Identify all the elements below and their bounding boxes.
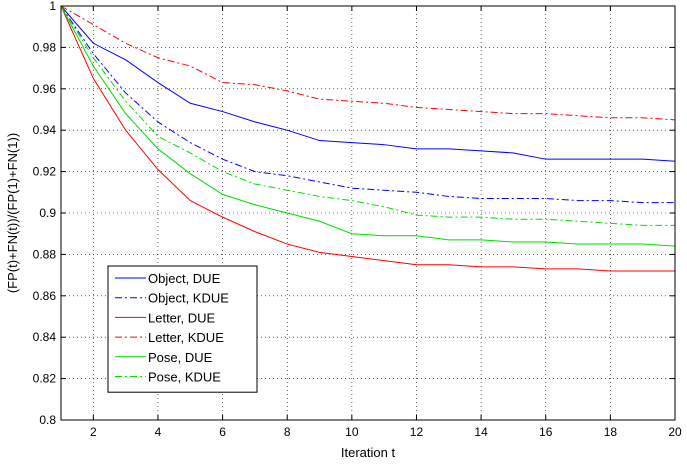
series-line-letter-kdue <box>60 5 676 121</box>
y-tick-label: 0.8 <box>39 413 56 427</box>
y-tick-label: 0.86 <box>33 289 57 303</box>
x-tick-label: 20 <box>668 425 682 439</box>
series-line-pose-kdue <box>60 5 675 226</box>
legend-entry: Object, KDUE <box>148 291 229 306</box>
series-line-pose-due <box>60 5 676 247</box>
x-tick-label: 18 <box>604 425 618 439</box>
legend-entry: Pose, DUE <box>148 350 213 365</box>
axis-ticks: 2 4 6 8 10 12 14 16 18 20 0.8 0.82 0.84 0.86 0.88 0.9 0.… <box>33 0 682 439</box>
legend-entry: Letter, KDUE <box>148 330 224 345</box>
y-tick-label: 0.94 <box>33 123 57 137</box>
series-line-letter-due <box>60 5 675 272</box>
y-tick-label: 0.82 <box>33 372 57 386</box>
series-line-object-kdue <box>60 5 675 204</box>
x-tick-label: 14 <box>474 425 488 439</box>
y-tick-label: 0.92 <box>33 165 57 179</box>
legend-box <box>107 265 258 393</box>
legend-entry: Object, DUE <box>148 271 221 286</box>
legend-entry: Letter, DUE <box>148 310 216 325</box>
x-tick-label: 2 <box>90 425 97 439</box>
y-tick-label: 0.88 <box>33 247 57 261</box>
y-tick-label: 0.9 <box>39 206 56 220</box>
x-tick-label: 8 <box>284 425 291 439</box>
x-tick-label: 16 <box>539 425 553 439</box>
x-axis-label: Iteration t <box>341 445 396 460</box>
series-line-object-due <box>60 5 676 162</box>
legend-entry: Pose, KDUE <box>148 370 221 385</box>
x-tick-label: 10 <box>345 425 359 439</box>
series-layer <box>60 5 676 272</box>
x-tick-label: 12 <box>410 425 424 439</box>
y-axis-label: (FP(t)+FN(t))/(FP(1)+FN(1)) <box>5 133 20 293</box>
x-tick-label: 6 <box>219 425 226 439</box>
y-tick-label: 0.84 <box>33 330 57 344</box>
x-tick-label: 4 <box>155 425 162 439</box>
y-tick-label: 0.98 <box>33 40 57 54</box>
y-tick-label: 1 <box>49 0 56 13</box>
legend: Object, DUE Object, KDUE Letter, DUE Letter… <box>107 265 258 393</box>
y-tick-label: 0.96 <box>33 82 57 96</box>
